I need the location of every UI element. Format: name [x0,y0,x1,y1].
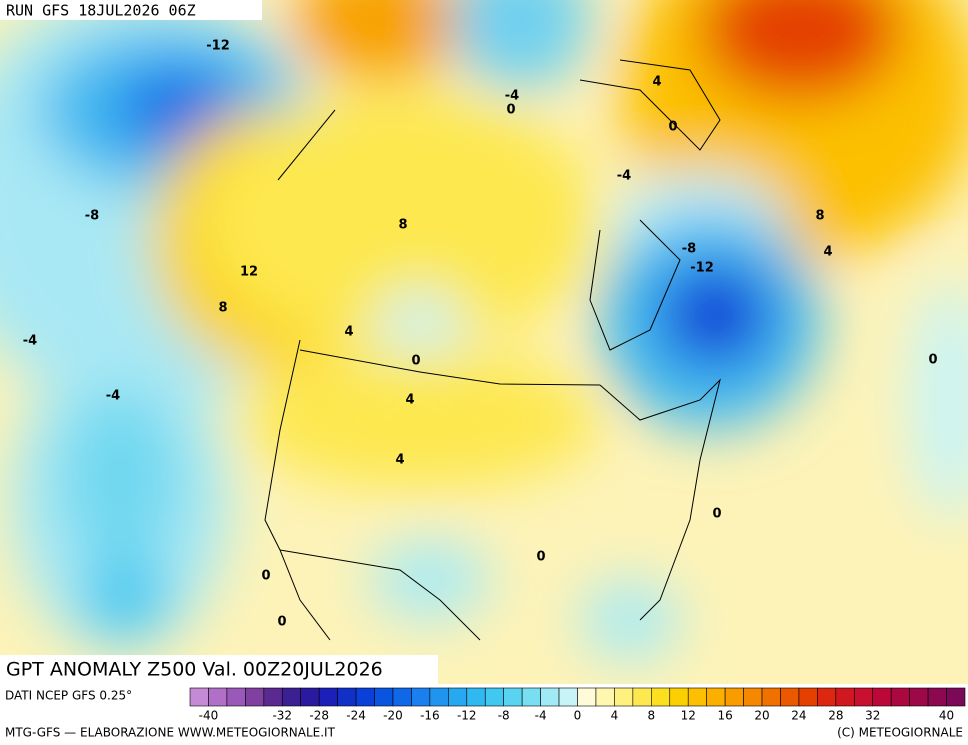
colorbar-box [817,687,837,707]
contour-label: 4 [823,245,832,260]
colorbar-box [595,687,615,707]
colorbar-tick-label: 12 [681,709,696,723]
contour-label: 12 [240,265,258,280]
colorbar-box [337,687,357,707]
colorbar-tick-label: 20 [754,709,769,723]
colorbar-box [558,687,578,707]
contour-label: -12 [206,39,230,54]
colorbar-box [466,687,486,707]
contour-label: 0 [277,615,286,630]
colorbar-box [872,687,892,707]
contour-label: -4 [106,389,120,404]
colorbar-box [189,687,209,707]
colorbar-tick-label: -8 [498,709,510,723]
colorbar-box [392,687,412,707]
colorbar-tick-label: -32 [272,709,292,723]
contour-label: -8 [682,242,696,257]
contour-label: 4 [405,393,414,408]
source-label: DATI NCEP GFS 0.25° [5,689,132,703]
colorbar-tick-label: -28 [309,709,329,723]
colorbar-tick-label: -12 [457,709,477,723]
map-title: GPT ANOMALY Z500 Val. 00Z20JUL2026 [6,659,383,681]
colorbar-box [761,687,781,707]
colorbar-tick-label: -4 [535,709,547,723]
colorbar-box [208,687,228,707]
colorbar-box [909,687,929,707]
contour-label: 8 [218,301,227,316]
title-box [0,655,438,684]
contour-label: 8 [815,209,824,224]
colorbar-box [281,687,302,707]
contour-label: -4 [23,334,37,349]
colorbar-box [687,687,707,707]
colorbar-tick-label: -16 [420,709,440,723]
colorbar-box [669,687,689,707]
colorbar-box [724,687,744,707]
colorbar-box [245,687,265,707]
contour-label: -4 [505,89,519,104]
colorbar-box [890,687,910,707]
colorbar-tick-label: -24 [346,709,366,723]
coastlines [264,59,721,641]
colorbar-box [300,687,320,707]
colorbar-tick-label: 4 [611,709,619,723]
colorbar-box [706,687,726,707]
colorbar-box [263,687,283,707]
colorbar-box [521,687,541,707]
colorbar-tick-label: 32 [865,709,880,723]
contour-label: 0 [261,569,270,584]
contour-label: -4 [617,169,631,184]
contour-label: 8 [398,218,407,233]
colorbar-box [429,687,449,707]
colorbar-box [853,687,874,707]
contour-label: -8 [85,209,99,224]
colorbar-tick-label: 40 [939,709,954,723]
colorbar-box [374,687,394,707]
colorbar-box [484,687,504,707]
colorbar-box [577,687,597,707]
colorbar-box [927,687,947,707]
colorbar-box [651,687,671,707]
contour-label: 0 [536,550,545,565]
colorbar-tick-label: 16 [717,709,732,723]
colorbar-tick-label: 8 [647,709,655,723]
colorbar-box [226,687,246,707]
colorbar-box [448,687,468,707]
colorbar-box [614,687,634,707]
anomaly-field [0,0,968,684]
colorbar-box [835,687,855,707]
contour-label: 4 [344,325,353,340]
colorbar-box [946,687,966,707]
footer-left: MTG-GFS — ELABORAZIONE WWW.METEOGIORNALE… [5,726,336,740]
colorbar-tick-label: -40 [199,709,219,723]
contour-label: 0 [712,507,721,522]
colorbar-box [743,687,763,707]
colorbar-box [503,687,523,707]
run-label: RUN GFS 18JUL2026 06Z [6,2,196,20]
colorbar-tick-label: -20 [383,709,403,723]
colorbar-tick-label: 0 [574,709,582,723]
contour-label: 0 [411,354,420,369]
colorbar-box [780,687,800,707]
colorbar-box [411,687,431,707]
contour-label: 0 [668,120,677,135]
contour-label: 4 [652,75,661,90]
colorbar-tick-label: 24 [791,709,806,723]
contour-label: 0 [928,353,937,368]
colorbar-box [798,687,818,707]
colorbar-box [355,687,375,707]
contour-label: -12 [690,261,714,276]
colorbar-box [540,687,560,707]
footer-right: (C) METEOGIORNALE [837,726,963,740]
colorbar-tick-label: 28 [828,709,843,723]
header-box [0,0,262,20]
contour-label: 4 [395,453,404,468]
colorbar-box [318,687,338,707]
contour-label: 0 [506,103,515,118]
colorbar-box [632,687,652,707]
